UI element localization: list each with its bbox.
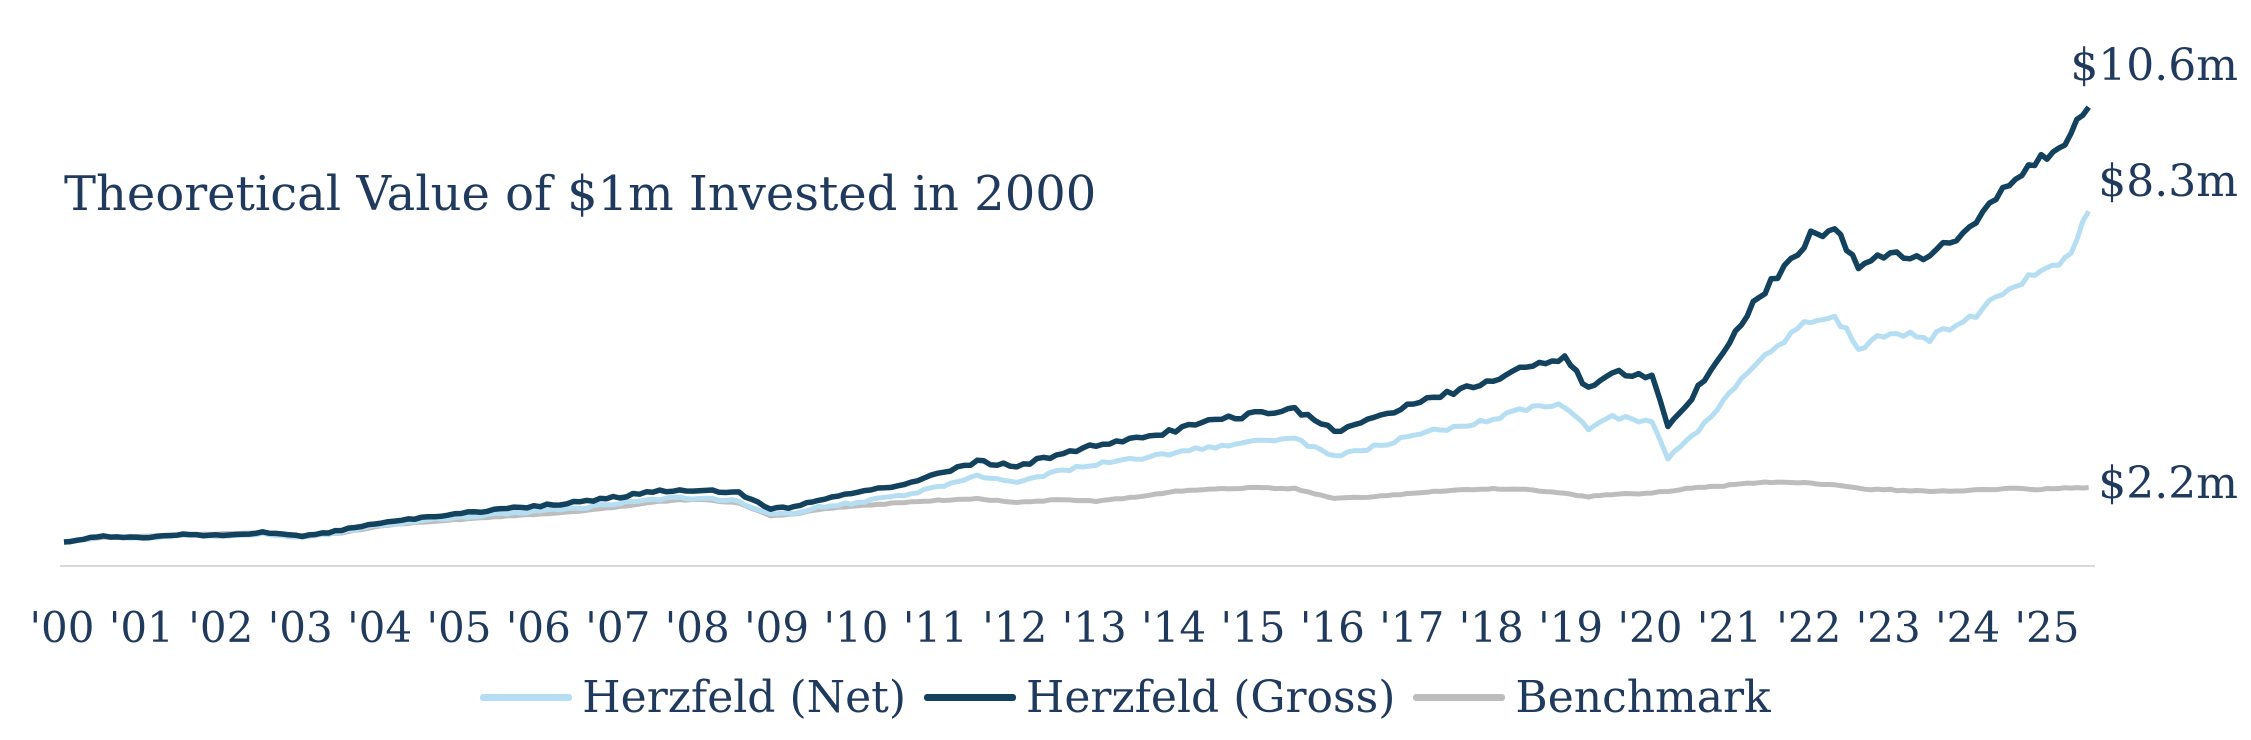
x-tick-label: '00 bbox=[30, 603, 95, 652]
x-tick-label: '19 bbox=[1538, 603, 1603, 652]
series-lines bbox=[63, 105, 2091, 545]
chart-title: Theoretical Value of $1m Invested in 200… bbox=[64, 166, 1097, 222]
legend-item-gross: Herzfeld (Gross) bbox=[924, 672, 1395, 723]
x-tick-label: '07 bbox=[585, 603, 650, 652]
x-tick-labels: '00 '01 '02 '03 '04 '05 '06 '07 '08 '09 '10 '11 '12 '… bbox=[30, 603, 2080, 652]
legend-item-benchmark: Benchmark bbox=[1413, 672, 1771, 723]
x-tick-label: '14 bbox=[1141, 603, 1206, 652]
legend-label-net: Herzfeld (Net) bbox=[582, 672, 907, 723]
series-line-gross bbox=[63, 105, 2091, 545]
x-tick-label: '01 bbox=[109, 603, 174, 652]
x-tick-label: '24 bbox=[1935, 603, 2000, 652]
x-tick-label: '05 bbox=[427, 603, 492, 652]
x-tick-label: '15 bbox=[1221, 603, 1286, 652]
x-tick-label: '20 bbox=[1618, 603, 1683, 652]
x-tick-label: '13 bbox=[1062, 603, 1127, 652]
x-tick-label: '16 bbox=[1300, 603, 1365, 652]
end-value-labels: $8.3m $10.6m $2.2m bbox=[2070, 40, 2238, 509]
x-tick-label: '17 bbox=[1379, 603, 1444, 652]
x-tick-label: '11 bbox=[903, 603, 968, 652]
end-label-net: $8.3m bbox=[2098, 156, 2238, 207]
legend-swatch-gross bbox=[924, 694, 1017, 701]
x-tick-label: '18 bbox=[1459, 603, 1524, 652]
end-label-benchmark: $2.2m bbox=[2098, 458, 2238, 509]
x-tick-label: '03 bbox=[268, 603, 333, 652]
series-line-net bbox=[63, 210, 2091, 545]
x-tick-label: '06 bbox=[506, 603, 571, 652]
series-line-benchmark bbox=[63, 479, 2089, 545]
x-tick-label: '02 bbox=[188, 603, 253, 652]
x-tick-label: '21 bbox=[1697, 603, 1762, 652]
legend-label-gross: Herzfeld (Gross) bbox=[1026, 672, 1396, 723]
x-tick-label: '12 bbox=[982, 603, 1047, 652]
x-tick-label: '10 bbox=[824, 603, 889, 652]
x-tick-label: '23 bbox=[1856, 603, 1921, 652]
x-tick-label: '08 bbox=[665, 603, 730, 652]
legend-item-net: Herzfeld (Net) bbox=[480, 672, 906, 723]
legend: Herzfeld (Net) Herzfeld (Gross) Benchmar… bbox=[0, 672, 2251, 723]
x-tick-label: '22 bbox=[1776, 603, 1841, 652]
x-tick-label: '09 bbox=[744, 603, 809, 652]
x-tick-label: '25 bbox=[2015, 603, 2080, 652]
legend-swatch-net bbox=[480, 694, 573, 701]
end-label-gross: $10.6m bbox=[2070, 40, 2238, 91]
legend-swatch-benchmark bbox=[1413, 694, 1506, 701]
x-tick-label: '04 bbox=[347, 603, 412, 652]
legend-label-benchmark: Benchmark bbox=[1515, 672, 1771, 723]
